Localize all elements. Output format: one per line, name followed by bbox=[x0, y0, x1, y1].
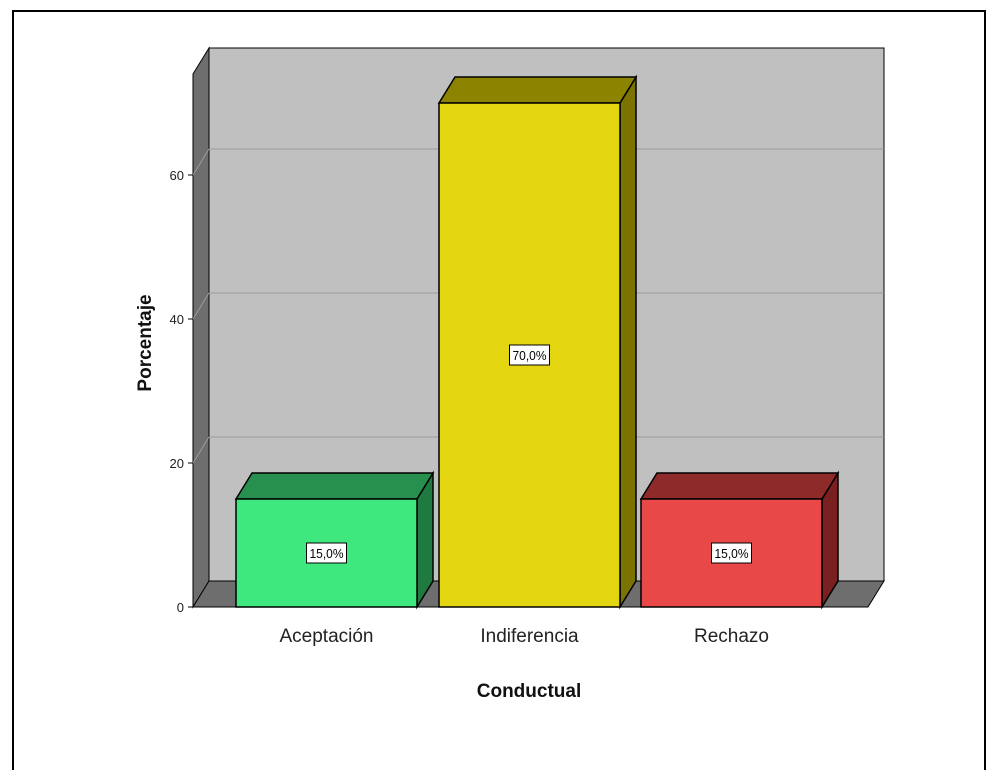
y-tick-label: 60 bbox=[170, 168, 184, 183]
x-category-label: Indiferencia bbox=[480, 626, 579, 647]
bar-top bbox=[639, 472, 840, 500]
x-axis-title: Conductual bbox=[477, 681, 582, 702]
x-category-label: Aceptación bbox=[279, 626, 373, 647]
gridline-left bbox=[192, 148, 210, 176]
data-label-box bbox=[306, 542, 347, 564]
data-label: 70,0% bbox=[513, 348, 547, 363]
y-tick-label: 40 bbox=[170, 312, 184, 327]
bar-indiferencia: 70,0% bbox=[437, 74, 638, 610]
y-tick-label: 20 bbox=[170, 456, 184, 471]
data-label-box bbox=[509, 344, 550, 366]
chart-frame bbox=[12, 10, 986, 770]
gridline-left bbox=[192, 292, 210, 320]
y-tick-label: 0 bbox=[177, 600, 184, 615]
bar-top bbox=[437, 76, 638, 104]
bar-rechazo: 15,0% bbox=[639, 470, 840, 610]
data-label: 15,0% bbox=[715, 546, 749, 561]
data-label-box bbox=[711, 542, 752, 564]
bar-side bbox=[619, 74, 637, 610]
x-category-label: Rechazo bbox=[694, 626, 769, 647]
plot-left-wall bbox=[192, 46, 210, 609]
bar-top bbox=[234, 472, 435, 500]
bar-aceptación: 15,0% bbox=[234, 470, 435, 610]
y-axis-title: Porcentaje bbox=[135, 294, 156, 391]
gridline-left bbox=[192, 436, 210, 464]
data-label: 15,0% bbox=[310, 546, 344, 561]
